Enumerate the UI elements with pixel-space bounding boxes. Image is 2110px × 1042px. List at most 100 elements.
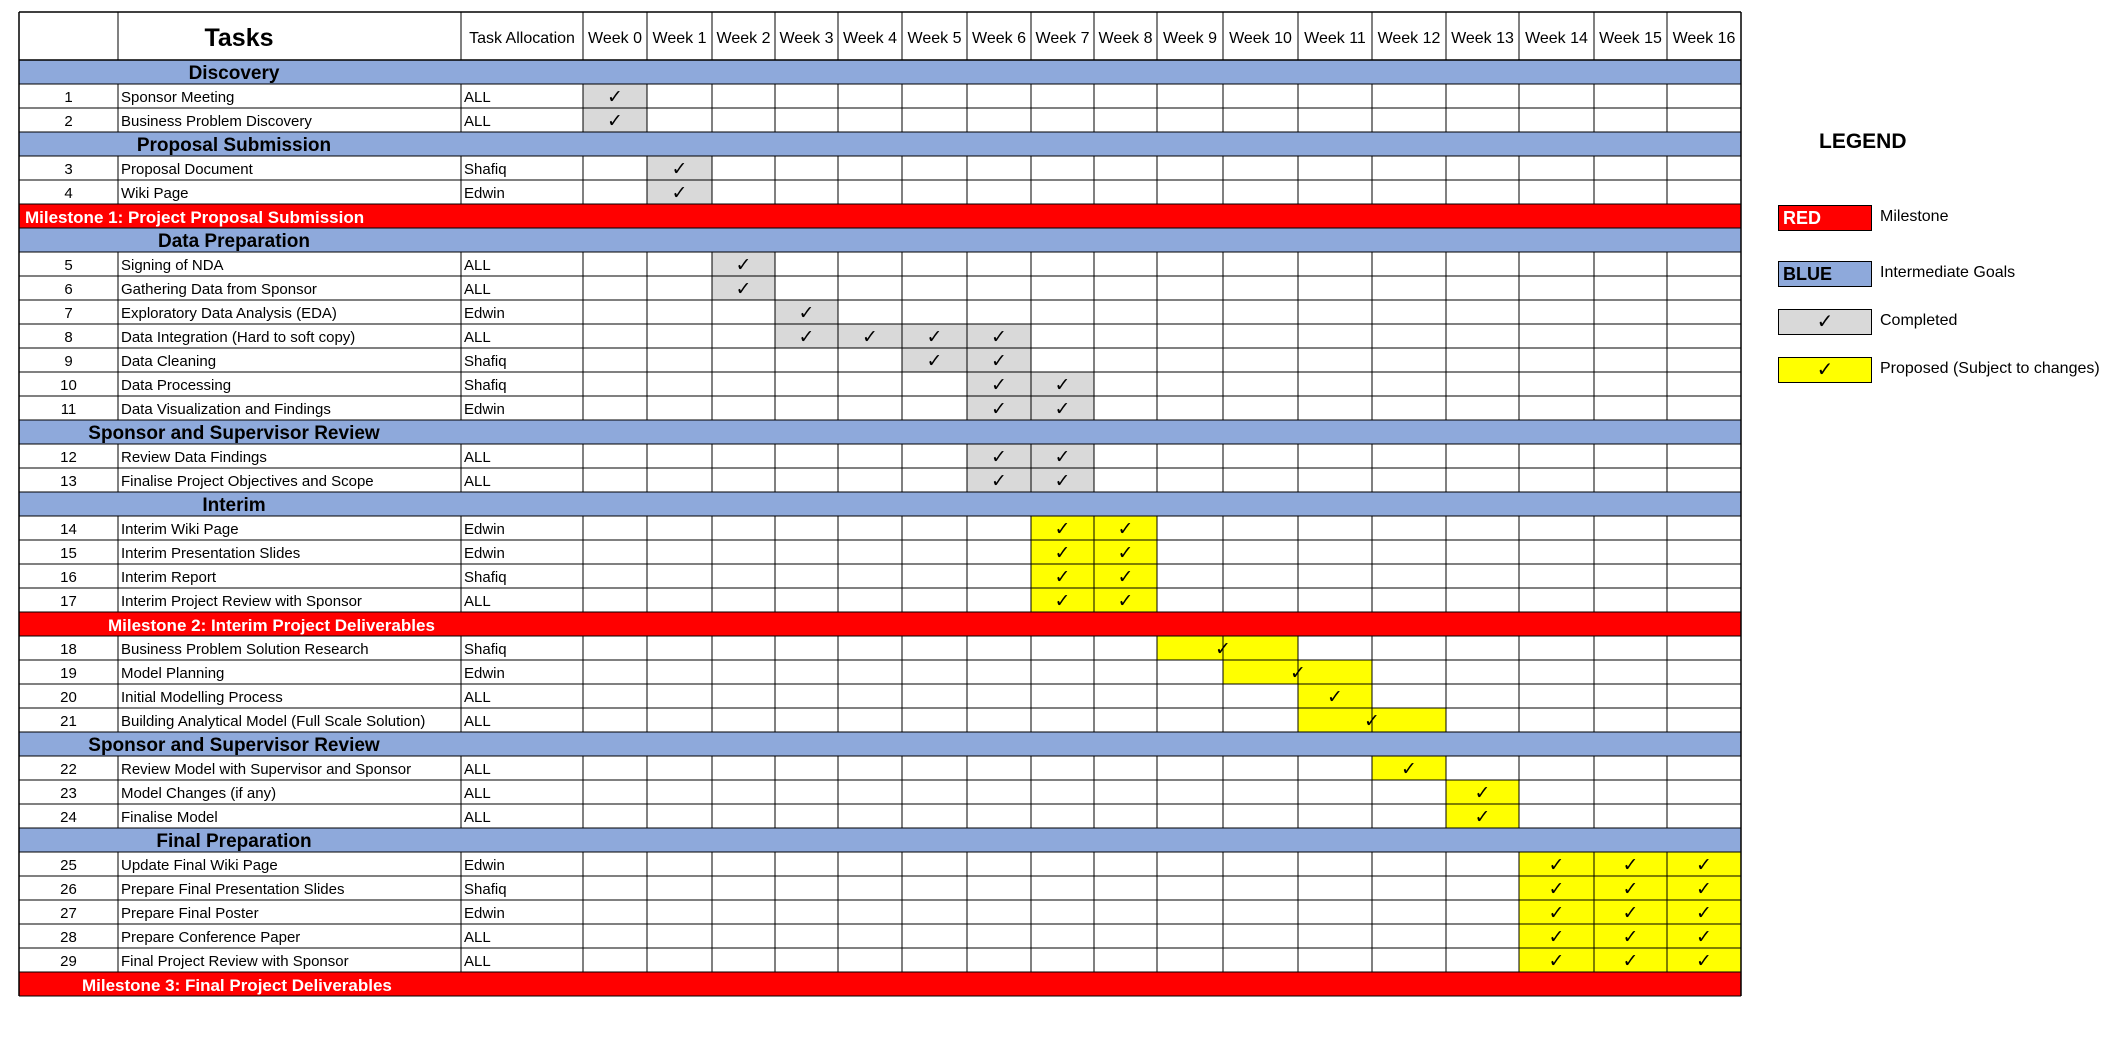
task-number: 21 (60, 713, 77, 730)
week-header-6: Week 6 (972, 30, 1026, 47)
task-number: 23 (60, 785, 77, 802)
check-mark: ✓ (1118, 567, 1134, 588)
check-mark: ✓ (1475, 807, 1491, 828)
check-mark: ✓ (1696, 903, 1712, 924)
task-number: 13 (60, 473, 77, 490)
goal-band (19, 132, 1741, 156)
task-allocation: ALL (464, 473, 491, 490)
week-header-1: Week 1 (653, 30, 707, 47)
task-number: 15 (60, 545, 77, 562)
task-name: Proposal Document (121, 161, 254, 178)
week-header-16: Week 16 (1673, 30, 1736, 47)
task-name: Interim Project Review with Sponsor (121, 593, 362, 610)
task-allocation: ALL (464, 257, 491, 274)
task-bar-5 (712, 252, 775, 276)
task-name: Prepare Conference Paper (121, 929, 300, 946)
task-allocation: Edwin (464, 185, 505, 202)
check-mark: ✓ (1475, 783, 1491, 804)
week-header-7: Week 7 (1036, 30, 1090, 47)
task-allocation: ALL (464, 809, 491, 826)
check-mark: ✓ (862, 327, 878, 348)
legend-label-goal: Intermediate Goals (1880, 264, 2016, 281)
task-allocation: Shafiq (464, 377, 507, 394)
check-mark: ✓ (1696, 879, 1712, 900)
task-allocation: Shafiq (464, 881, 507, 898)
milestone-band (19, 204, 1741, 228)
task-bar-28 (1519, 924, 1741, 948)
task-allocation: Shafiq (464, 161, 507, 178)
week-header-12: Week 12 (1378, 30, 1441, 47)
task-number: 18 (60, 641, 77, 658)
task-bar-7 (775, 300, 838, 324)
task-bar-3 (647, 156, 712, 180)
check-mark: ✓ (1055, 447, 1071, 468)
task-name: Data Cleaning (121, 353, 216, 370)
goal-band (19, 492, 1741, 516)
task-name: Business Problem Discovery (121, 113, 312, 130)
check-mark: ✓ (1623, 951, 1639, 972)
check-mark: ✓ (672, 183, 688, 204)
task-name: Business Problem Solution Research (121, 641, 369, 658)
task-name: Data Integration (Hard to soft copy) (121, 329, 355, 346)
task-number: 11 (61, 401, 77, 418)
check-mark: ✓ (991, 399, 1007, 420)
task-bar-1 (583, 84, 647, 108)
check-mark: ✓ (672, 159, 688, 180)
check-mark: ✓ (1549, 927, 1565, 948)
check-mark: ✓ (799, 303, 815, 324)
task-allocation: ALL (464, 953, 491, 970)
task-allocation: ALL (464, 593, 491, 610)
task-number: 16 (60, 569, 77, 586)
task-number: 22 (60, 761, 77, 778)
task-number: 26 (60, 881, 77, 898)
task-bar-2 (583, 108, 647, 132)
check-mark: ✓ (1623, 855, 1639, 876)
legend-label-completed: Completed (1880, 312, 1958, 329)
check-mark: ✓ (1623, 903, 1639, 924)
task-number: 4 (64, 185, 72, 202)
task-name: Interim Report (121, 569, 217, 586)
task-number: 8 (64, 329, 72, 346)
task-name: Interim Wiki Page (121, 521, 239, 538)
check-mark: ✓ (799, 327, 815, 348)
task-allocation: Edwin (464, 305, 505, 322)
week-header-5: Week 5 (908, 30, 962, 47)
milestone-band (19, 612, 1741, 636)
goal-band (19, 828, 1741, 852)
task-name: Sponsor Meeting (121, 89, 234, 106)
task-allocation: Edwin (464, 665, 505, 682)
goal-band (19, 420, 1741, 444)
tasks-header: Tasks (204, 24, 273, 52)
task-name: Model Planning (121, 665, 224, 682)
task-bar-25 (1519, 852, 1741, 876)
task-bar-4 (647, 180, 712, 204)
task-name: Exploratory Data Analysis (EDA) (121, 305, 337, 322)
task-name: Review Data Findings (121, 449, 267, 466)
check-mark: ✓ (1055, 519, 1071, 540)
task-bar-18 (1157, 636, 1298, 660)
task-name: Interim Presentation Slides (121, 545, 300, 562)
task-allocation: ALL (464, 689, 491, 706)
goal-label: Sponsor and Supervisor Review (88, 735, 380, 756)
legend-swatch-goal: BLUE (1778, 261, 1872, 287)
check-mark: ✓ (1055, 543, 1071, 564)
check-mark: ✓ (991, 351, 1007, 372)
check-mark: ✓ (1696, 951, 1712, 972)
check-mark: ✓ (1549, 951, 1565, 972)
task-number: 24 (60, 809, 77, 826)
task-allocation: ALL (464, 281, 491, 298)
check-mark: ✓ (607, 111, 623, 132)
task-bar-27 (1519, 900, 1741, 924)
task-bar-6 (712, 276, 775, 300)
task-allocation: ALL (464, 113, 491, 130)
task-name: Prepare Final Poster (121, 905, 259, 922)
task-name: Gathering Data from Sponsor (121, 281, 317, 298)
week-header-15: Week 15 (1599, 30, 1662, 47)
task-allocation: ALL (464, 929, 491, 946)
task-bar-23 (1446, 780, 1519, 804)
task-bar-22 (1372, 756, 1446, 780)
task-allocation: Shafiq (464, 353, 507, 370)
task-number: 25 (60, 857, 77, 874)
legend-swatch-proposed: ✓ (1778, 357, 1872, 383)
legend-swatch-completed: ✓ (1778, 309, 1872, 335)
